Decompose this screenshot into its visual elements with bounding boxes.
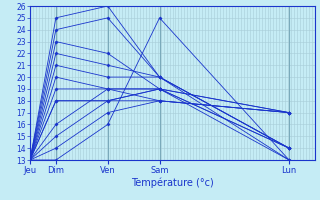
X-axis label: Température (°c): Température (°c) [131, 177, 214, 188]
